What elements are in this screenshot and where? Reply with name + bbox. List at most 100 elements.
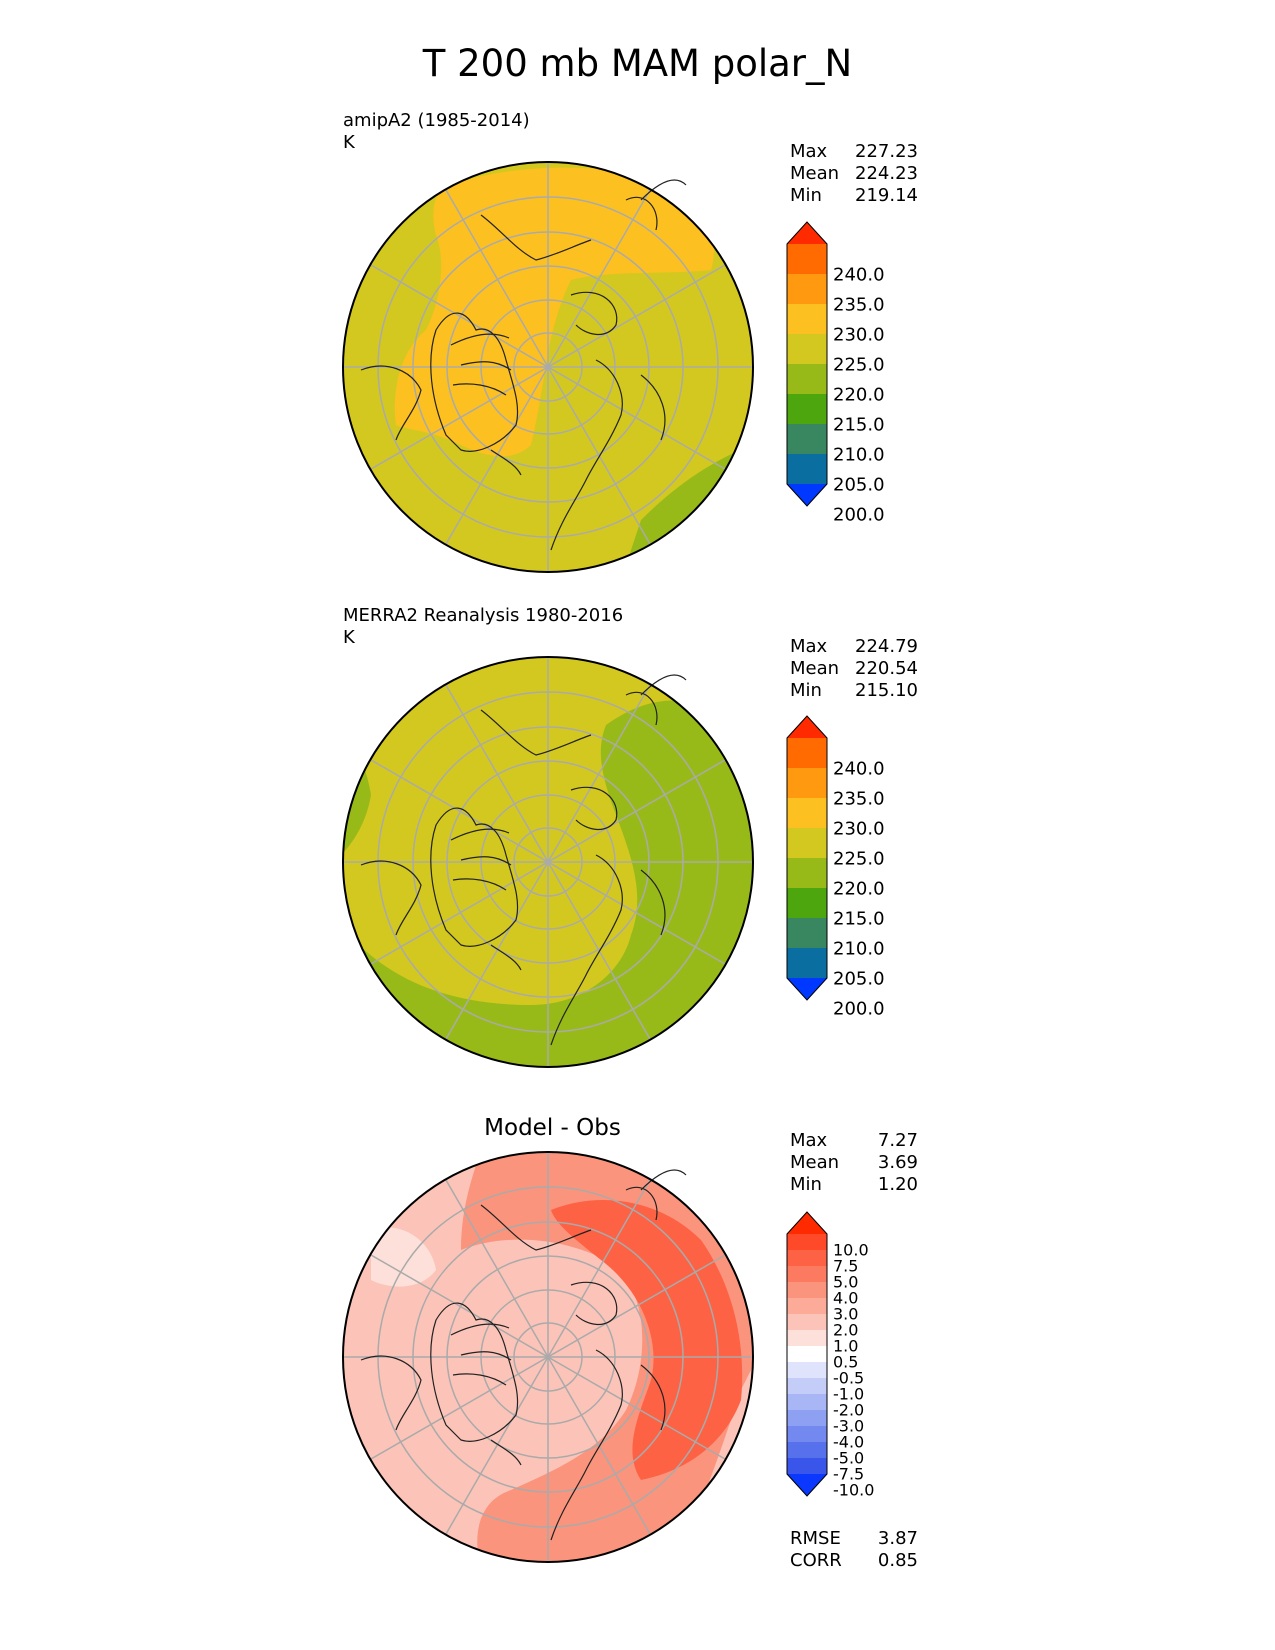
panel3-mean-label: Mean	[790, 1152, 840, 1173]
panel2-colorbar-segment	[787, 888, 827, 919]
panel1-map-border	[342, 161, 754, 573]
panel1-coastlines	[360, 179, 687, 551]
panel1-colorbar-segment	[787, 244, 827, 275]
panel3-low-region	[371, 1227, 436, 1287]
panel1-colorbar-tick-label: 210.0	[833, 444, 885, 465]
panel1-mean-label: Mean	[790, 163, 840, 184]
panel3-colorbar-tick-label: 7.5	[833, 1257, 858, 1276]
panel2-colorbar-tick-label: 200.0	[833, 998, 885, 1019]
panel3-colorbar-segment	[787, 1314, 827, 1331]
panel3-colorbar: 10.07.55.04.03.02.01.00.5-0.5-1.0-2.0-3.…	[786, 1211, 874, 1500]
panel3-stats: Max 7.27 Mean 3.69 Min 1.20	[790, 1130, 918, 1196]
panel1-colorbar-segment	[787, 394, 827, 425]
rmse-value: 3.87	[877, 1528, 918, 1549]
panel2-coastlines	[360, 674, 687, 1046]
panel3-colorbar-extend-top	[787, 1212, 827, 1234]
panel3-colorbar-tick-label: -7.5	[833, 1465, 864, 1484]
panel3-colorbar-tick-label: -4.0	[833, 1433, 864, 1452]
panel3-map-border	[342, 1151, 754, 1563]
panel1-colorbar-extend-bottom	[787, 484, 827, 506]
panel2-colorbar-segment	[787, 948, 827, 979]
panel3-colorbar-tick-label: 5.0	[833, 1273, 858, 1292]
panel1-polar-map	[342, 161, 754, 573]
panel3-colorbar-segment	[787, 1266, 827, 1283]
panel1-colorbar-tick-label: 240.0	[833, 264, 885, 285]
panel1-colorbar-outline	[786, 221, 828, 507]
panel2-polar-map	[342, 656, 754, 1068]
panel1-units: K	[343, 132, 355, 153]
panel1-max-value: 227.23	[855, 141, 918, 162]
panel2-colorbar-segment	[787, 738, 827, 769]
panel1-label-line1: amipA2 (1985-2014)	[343, 110, 530, 131]
panel3-colorbar-segment	[787, 1362, 827, 1379]
panel3-colorbar-segment	[787, 1442, 827, 1459]
panel2-mean-label: Mean	[790, 658, 840, 679]
panel1-colorbar-segment	[787, 304, 827, 335]
panel3-scores: RMSE 3.87 CORR 0.85	[790, 1528, 918, 1572]
panel3-max-label: Max	[790, 1130, 828, 1151]
panel3-colorbar-segment	[787, 1378, 827, 1395]
panel2-stats: Max 224.79 Mean 220.54 Min 215.10	[790, 636, 918, 702]
panel2-colorbar-tick-label: 240.0	[833, 758, 885, 779]
panel3-coastlines	[360, 1169, 687, 1541]
panel1-mean-value: 224.23	[855, 163, 918, 184]
panel1-colorbar-tick-label: 200.0	[833, 504, 885, 525]
panel3-colorbar-tick-label: -2.0	[833, 1401, 864, 1420]
panel3-colorbar-tick-label: -1.0	[833, 1385, 864, 1404]
panel2-colorbar-extend-bottom	[787, 978, 827, 1000]
panel1-colorbar-tick-label: 205.0	[833, 474, 885, 495]
panel3-colorbar-segment	[787, 1330, 827, 1347]
panel1-colorbar-tick-label: 230.0	[833, 324, 885, 345]
panel2-max-value: 224.79	[855, 636, 918, 657]
figure-title: T 200 mb MAM polar_N	[422, 42, 853, 85]
rmse-label: RMSE	[790, 1528, 841, 1549]
panel3-colorbar-segment	[787, 1282, 827, 1299]
panel3-colorbar-tick-label: 1.0	[833, 1337, 858, 1356]
panel3-min-value: 1.20	[877, 1174, 918, 1195]
panel2-colorbar-tick-label: 235.0	[833, 788, 885, 809]
corr-value: 0.85	[877, 1550, 918, 1571]
panel1-max-label: Max	[790, 141, 828, 162]
panel3-mean-value: 3.69	[877, 1152, 918, 1173]
panel2-colorbar-segment	[787, 858, 827, 889]
panel2-map-border	[342, 656, 754, 1068]
panel3-colorbar-tick-label: 0.5	[833, 1353, 858, 1372]
panel3-min-label: Min	[790, 1174, 822, 1195]
panel1-colorbar-tick-label: 225.0	[833, 354, 885, 375]
panel3-colorbar-tick-label: -3.0	[833, 1417, 864, 1436]
panel1-colorbar-segment	[787, 364, 827, 395]
panel2-colorbar-segment	[787, 828, 827, 859]
panel2-mean-value: 220.54	[855, 658, 918, 679]
panel3-colorbar-segment	[787, 1298, 827, 1315]
panel3-colorbar-segment	[787, 1426, 827, 1443]
panel1-colorbar: 240.0 235.0 230.0 225.0 220.0 215.0 210.0 205.0…	[786, 221, 885, 525]
panel3-colorbar-segment	[787, 1234, 827, 1251]
panel3-colorbar-tick-label: -10.0	[833, 1481, 874, 1500]
panel2-units: K	[343, 627, 355, 648]
panel3-colorbar-segment	[787, 1346, 827, 1363]
corr-label: CORR	[790, 1550, 842, 1571]
panel2-colorbar-segment	[787, 798, 827, 829]
panel2-label-line1: MERRA2 Reanalysis 1980-2016	[343, 605, 624, 626]
panel3-graticule	[343, 1152, 753, 1562]
panel3-colorbar-segment	[787, 1458, 827, 1475]
panel2-colorbar-tick-label: 215.0	[833, 908, 885, 929]
panel2-graticule	[343, 657, 753, 1067]
panel2-colorbar-outline	[786, 715, 828, 1001]
panel3-max-value: 7.27	[877, 1130, 918, 1151]
panel3-colorbar-tick-label: 2.0	[833, 1321, 858, 1340]
panel3-colorbar-tick-label: -0.5	[833, 1369, 864, 1388]
panel3-colorbar-tick-label: -5.0	[833, 1449, 864, 1468]
panel2-label: MERRA2 Reanalysis 1980-2016 K	[343, 605, 623, 649]
panel1-colorbar-segment	[787, 454, 827, 485]
panel1-min-value: 219.14	[855, 185, 918, 206]
panel1-colorbar-tick-label: 220.0	[833, 384, 885, 405]
panel2-cool-region	[343, 700, 753, 1067]
panel3-colorbar-tick-label: 3.0	[833, 1305, 858, 1324]
panel1-stats: Max 227.23 Mean 224.23 Min 219.14	[790, 141, 918, 207]
panel3-title: Model - Obs	[484, 1115, 621, 1141]
panel2-colorbar-tick-label: 225.0	[833, 848, 885, 869]
panel3-colorbar-segment	[787, 1394, 827, 1411]
panel1-graticule	[343, 162, 753, 572]
panel2-colorbar: 240.0 235.0 230.0 225.0 220.0 215.0 210.0 205.0…	[786, 715, 885, 1019]
